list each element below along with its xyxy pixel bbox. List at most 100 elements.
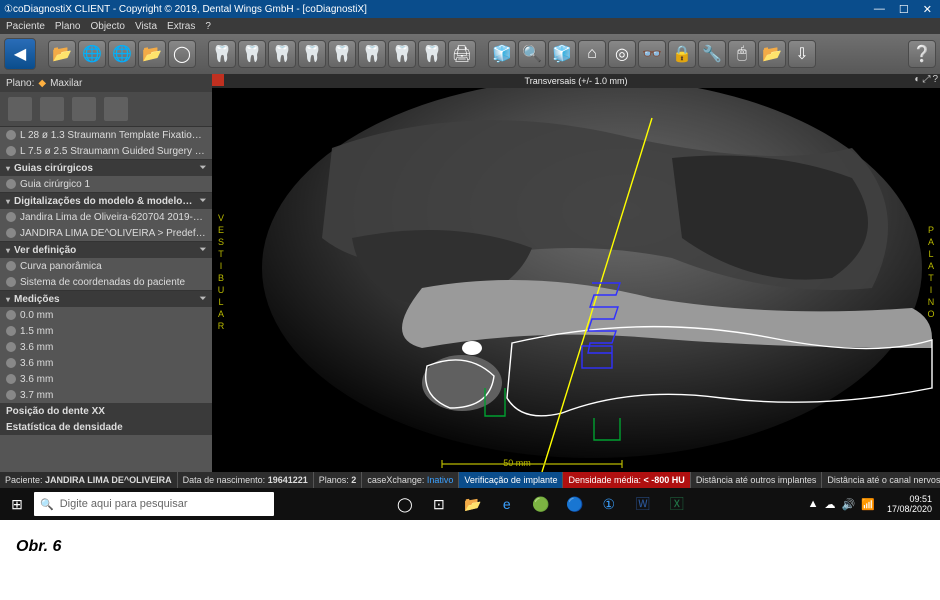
meas-1[interactable]: 1.5 mm <box>0 323 212 339</box>
maximize-button[interactable]: ☐ <box>899 3 909 16</box>
menu-help[interactable]: ? <box>205 21 211 32</box>
eye-icon[interactable] <box>6 228 16 238</box>
eye-icon[interactable] <box>6 326 16 336</box>
sb-tool-2[interactable] <box>40 97 64 121</box>
tb-folder2[interactable]: 📂 <box>758 40 786 68</box>
status-dist-nerve[interactable]: Distância até o canal nervoso <box>822 472 940 488</box>
vp-ctrl-2[interactable]: ⤢ <box>922 74 930 85</box>
tb-impl7[interactable]: 🦷 <box>388 40 416 68</box>
menu-extras[interactable]: Extras <box>167 21 195 32</box>
viewport-close-icon[interactable] <box>212 74 224 86</box>
tb-impl6[interactable]: 🦷 <box>358 40 386 68</box>
task-ie[interactable]: e <box>495 492 519 516</box>
ct-viewport[interactable]: Transversais (+/- 1.0 mm) ◐ ⤢ ? <box>212 74 940 472</box>
viewdef-item-0[interactable]: Curva panorâmica <box>0 258 212 274</box>
tb-net2[interactable]: 🌐 <box>108 40 136 68</box>
panel-view-def-header[interactable]: ▾ Ver definição ⏷ <box>0 242 212 258</box>
task-word[interactable]: 🅆 <box>631 492 655 516</box>
tb-impl2[interactable]: 🦷 <box>238 40 266 68</box>
tb-impl3[interactable]: 🦷 <box>268 40 296 68</box>
eye-icon[interactable] <box>6 212 16 222</box>
eye-icon[interactable] <box>6 342 16 352</box>
tb-down[interactable]: ⇩ <box>788 40 816 68</box>
tb-net1[interactable]: 🌐 <box>78 40 106 68</box>
meas-2[interactable]: 3.6 mm <box>0 339 212 355</box>
tb-target[interactable]: ◎ <box>608 40 636 68</box>
eye-icon[interactable] <box>6 130 16 140</box>
tb-impl8[interactable]: 🦷 <box>418 40 446 68</box>
task-explorer[interactable]: 📂 <box>461 492 485 516</box>
status-density[interactable]: Densidade média: < -800 HU <box>563 472 690 488</box>
sidebar-tooth-pos[interactable]: Posição do dente XX <box>0 403 212 419</box>
task-cortana[interactable]: ◯ <box>393 492 417 516</box>
status-warning[interactable]: Verificação de implante <box>459 472 563 488</box>
task-view[interactable]: ⊡ <box>427 492 451 516</box>
digit-item-1[interactable]: JANDIRA LIMA DE^OLIVEIRA > Predefinição <box>0 225 212 241</box>
menu-vista[interactable]: Vista <box>135 21 157 32</box>
sb-tool-4[interactable] <box>104 97 128 121</box>
tb-folder[interactable]: 📂 <box>138 40 166 68</box>
panel-measurements-header[interactable]: ▾ Medições ⏷ <box>0 291 212 307</box>
tb-cursor[interactable]: 🖱 <box>728 40 756 68</box>
panel-guides-header[interactable]: ▾ Guias cirúrgicos ⏷ <box>0 160 212 176</box>
tb-impl5[interactable]: 🦷 <box>328 40 356 68</box>
menu-paciente[interactable]: Paciente <box>6 21 45 32</box>
status-plans: Planos: 2 <box>314 472 363 488</box>
viewdef-item-1[interactable]: Sistema de coordenadas do paciente <box>0 274 212 290</box>
menu-plano[interactable]: Plano <box>55 21 81 32</box>
ct-image[interactable] <box>212 88 940 472</box>
start-button[interactable]: ⊞ <box>0 488 34 520</box>
eye-icon[interactable] <box>6 374 16 384</box>
task-chrome[interactable]: 🟢 <box>529 492 553 516</box>
tb-tools[interactable]: 🔧 <box>698 40 726 68</box>
vp-ctrl-3[interactable]: ? <box>932 74 938 85</box>
taskbar-clock[interactable]: 09:51 17/08/2020 <box>879 494 940 514</box>
tb-impl1[interactable]: 🦷 <box>208 40 236 68</box>
menu-objecto[interactable]: Objecto <box>91 21 125 32</box>
tb-zoom[interactable]: 🔍 <box>518 40 546 68</box>
guide-item-0[interactable]: Guia cirúrgico 1 <box>0 176 212 192</box>
sb-tool-3[interactable] <box>72 97 96 121</box>
eye-icon[interactable] <box>6 358 16 368</box>
tb-print[interactable]: 🖨 <box>448 40 476 68</box>
tb-circle[interactable]: ◯ <box>168 40 196 68</box>
vp-ctrl-1[interactable]: ◐ <box>914 74 920 85</box>
tb-lock[interactable]: 🔒 <box>668 40 696 68</box>
tb-3d1[interactable]: 🧊 <box>488 40 516 68</box>
tb-glasses[interactable]: 👓 <box>638 40 666 68</box>
back-button[interactable]: ◀ <box>4 38 36 70</box>
tray-cloud[interactable]: ☁ <box>825 498 836 511</box>
close-button[interactable]: ✕ <box>923 3 932 16</box>
tb-3d2[interactable]: 🧊 <box>548 40 576 68</box>
tray-net[interactable]: 📶 <box>861 498 875 511</box>
digit-item-0[interactable]: Jandira Lima de Oliveira-620704 2019-09-… <box>0 209 212 225</box>
tray-sound[interactable]: 🔊 <box>842 498 856 511</box>
implant-row-1[interactable]: L 7.5 ø 2.5 Straumann Guided Surgery … <box>0 143 212 159</box>
meas-4[interactable]: 3.6 mm <box>0 371 212 387</box>
panel-digitalizations-header[interactable]: ▾ Digitalizações do modelo & modelos 3D … <box>0 193 212 209</box>
meas-5[interactable]: 3.7 mm <box>0 387 212 403</box>
eye-icon[interactable] <box>6 390 16 400</box>
minimize-button[interactable]: — <box>874 3 885 16</box>
status-dist-implants[interactable]: Distância até outros implantes <box>691 472 823 488</box>
plan-header[interactable]: Plano: ◆ Maxilar <box>0 74 212 92</box>
tray-up[interactable]: ▲ <box>808 498 819 511</box>
eye-icon[interactable] <box>6 261 16 271</box>
eye-icon[interactable] <box>6 310 16 320</box>
eye-icon[interactable] <box>6 179 16 189</box>
implant-row-0[interactable]: L 28 ø 1.3 Straumann Template Fixatio… <box>0 127 212 143</box>
sb-tool-1[interactable] <box>8 97 32 121</box>
meas-3[interactable]: 3.6 mm <box>0 355 212 371</box>
taskbar-search[interactable]: 🔍 Digite aqui para pesquisar <box>34 492 274 516</box>
tb-open[interactable]: 📂 <box>48 40 76 68</box>
tb-home[interactable]: ⌂ <box>578 40 606 68</box>
task-excel[interactable]: 🅇 <box>665 492 689 516</box>
eye-icon[interactable] <box>6 277 16 287</box>
eye-icon[interactable] <box>6 146 16 156</box>
tb-help[interactable]: ❔ <box>908 40 936 68</box>
tb-impl4[interactable]: 🦷 <box>298 40 326 68</box>
sidebar-density-stat[interactable]: Estatística de densidade <box>0 419 212 435</box>
task-edge[interactable]: 🔵 <box>563 492 587 516</box>
task-codiag[interactable]: ① <box>597 492 621 516</box>
meas-0[interactable]: 0.0 mm <box>0 307 212 323</box>
